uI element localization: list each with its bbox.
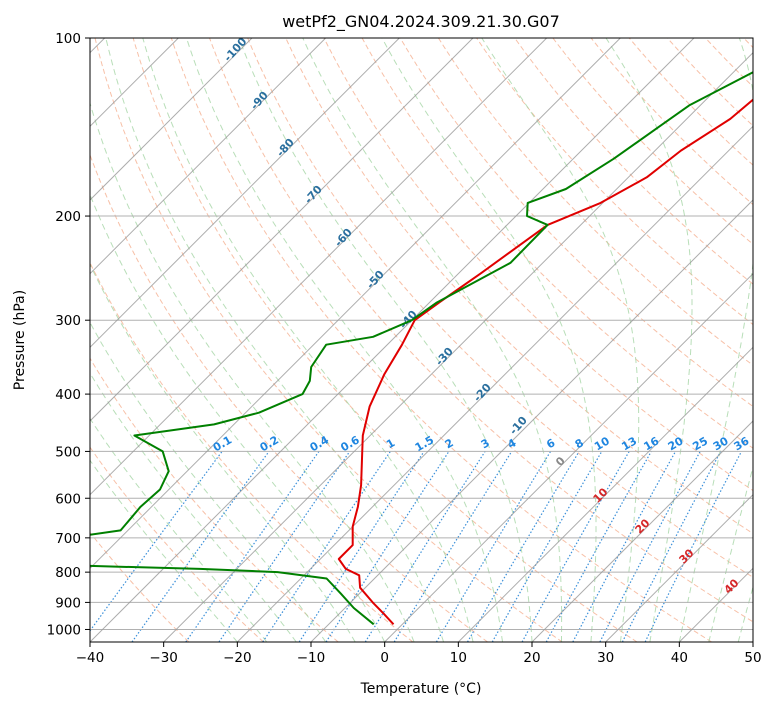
- profiles: [90, 71, 753, 626]
- chart-title: wetPf2_GN04.2024.309.21.30.G07: [282, 12, 560, 32]
- dry-adiabat-line: [476, 38, 753, 326]
- mixing-ratio-line: [621, 451, 722, 642]
- x-tick-label: 50: [744, 650, 761, 666]
- background-lines: [90, 38, 753, 642]
- mixing-ratio-line: [572, 451, 677, 642]
- moist-adiabat-line: [708, 465, 753, 642]
- x-axis-label: Temperature (°C): [360, 681, 482, 697]
- x-tick-label: −10: [297, 650, 326, 666]
- y-tick-label: 300: [55, 313, 81, 329]
- y-tick-label: 800: [55, 565, 81, 581]
- mixing-ratio-line: [90, 451, 223, 632]
- y-tick-label: 500: [55, 444, 81, 460]
- isotherm-line: [90, 38, 621, 570]
- moist-adiabat-line: [90, 193, 386, 642]
- mixing-ratio-line: [599, 451, 701, 642]
- mixing-ratio-line: [298, 451, 425, 642]
- dry-adiabat-line: [90, 357, 339, 642]
- moist-adiabat-line: [481, 38, 640, 642]
- temperature-profile-line: [337, 98, 753, 625]
- dry-adiabat-line: [132, 38, 638, 642]
- mixing-ratio-line: [435, 451, 552, 642]
- dry-adiabat-line: [323, 38, 753, 492]
- moist-adiabat-line: [605, 38, 693, 642]
- mixing-ratio-line: [185, 451, 320, 642]
- y-tick-label: 100: [55, 31, 81, 47]
- mixing-ratio-line: [521, 451, 630, 642]
- mixing-ratio-line: [393, 451, 513, 642]
- y-tick-label: 900: [55, 595, 81, 611]
- isotherm-line: [457, 346, 753, 642]
- x-tick-label: 40: [671, 650, 688, 666]
- plot-frame: [89, 37, 754, 643]
- x-tick-label: 20: [523, 650, 540, 666]
- dry-adiabat-line: [247, 38, 753, 578]
- y-tick-label: 600: [55, 491, 81, 507]
- dry-adiabat-line: [170, 38, 712, 642]
- y-tick-label: 200: [55, 209, 81, 225]
- y-tick-label: 1000: [47, 622, 81, 638]
- isotherm-line: [605, 493, 753, 642]
- y-axis: 100 200 300 400 500 600 700 800 900 1000: [47, 31, 90, 638]
- mixing-ratio-line: [218, 451, 351, 642]
- dry-adiabat-line: [437, 38, 753, 366]
- mixing-ratio-line: [325, 451, 450, 642]
- isotherm-line: [90, 38, 253, 201]
- moist-adiabat-line: [105, 38, 445, 642]
- moist-adiabat-line: [302, 38, 563, 642]
- dry-adiabat-line: [94, 38, 563, 642]
- x-tick-label: −30: [149, 650, 178, 666]
- isotherm-line: [90, 38, 400, 349]
- moist-adiabat-line: [737, 585, 753, 642]
- x-tick-label: 10: [450, 650, 467, 666]
- moist-adiabat-line: [90, 263, 356, 642]
- y-tick-label: 700: [55, 531, 81, 547]
- dry-adiabat-line: [90, 153, 488, 642]
- isotherm-line: [384, 272, 753, 642]
- x-tick-label: −20: [223, 650, 252, 666]
- isotherm-line: [163, 51, 753, 642]
- x-tick-label: 0: [380, 650, 389, 666]
- dry-adiabat-line: [285, 38, 753, 535]
- mixing-ratio-line: [545, 451, 652, 642]
- isotherm-line: [531, 420, 753, 642]
- mixing-ratio-line: [644, 451, 743, 642]
- isotherm-line: [310, 199, 753, 642]
- dry-adiabat-line: [399, 38, 753, 408]
- dry-adiabat-line: [590, 38, 753, 206]
- mixing-ratio-line: [131, 451, 270, 642]
- x-tick-label: 30: [597, 650, 614, 666]
- isotherm-line: [90, 38, 548, 496]
- moist-adiabat-line: [381, 38, 597, 642]
- moist-adiabat-line: [90, 459, 238, 642]
- mixing-ratio-line: [364, 451, 486, 642]
- moist-adiabat-line: [186, 38, 503, 642]
- isotherm-line: [90, 38, 474, 422]
- isotherm-line: [90, 38, 327, 275]
- x-axis: −40 −30 −20 −10 0 10 20 30 40 50: [76, 642, 762, 666]
- dry-adiabat-line: [209, 38, 753, 623]
- dewpoint-profile-line: [90, 71, 753, 626]
- dry-adiabat-line: [90, 531, 190, 642]
- moist-adiabat-line: [142, 38, 474, 642]
- x-tick-label: −40: [76, 650, 105, 666]
- moist-adiabat-line: [90, 372, 297, 642]
- grid: [90, 38, 753, 642]
- isotherm-line: [90, 38, 695, 642]
- moist-adiabat-line: [90, 417, 268, 642]
- dry-adiabat-line: [90, 261, 414, 642]
- y-tick-label: 400: [55, 387, 81, 403]
- isotherm-line: [236, 125, 753, 642]
- mixing-ratio-line: [262, 451, 391, 642]
- y-axis-label: Pressure (hPa): [12, 290, 28, 390]
- moist-adiabat-line: [90, 321, 327, 642]
- moist-adiabat-line: [238, 38, 533, 642]
- moist-adiabat-line: [678, 38, 753, 642]
- dry-adiabat-line: [552, 38, 753, 245]
